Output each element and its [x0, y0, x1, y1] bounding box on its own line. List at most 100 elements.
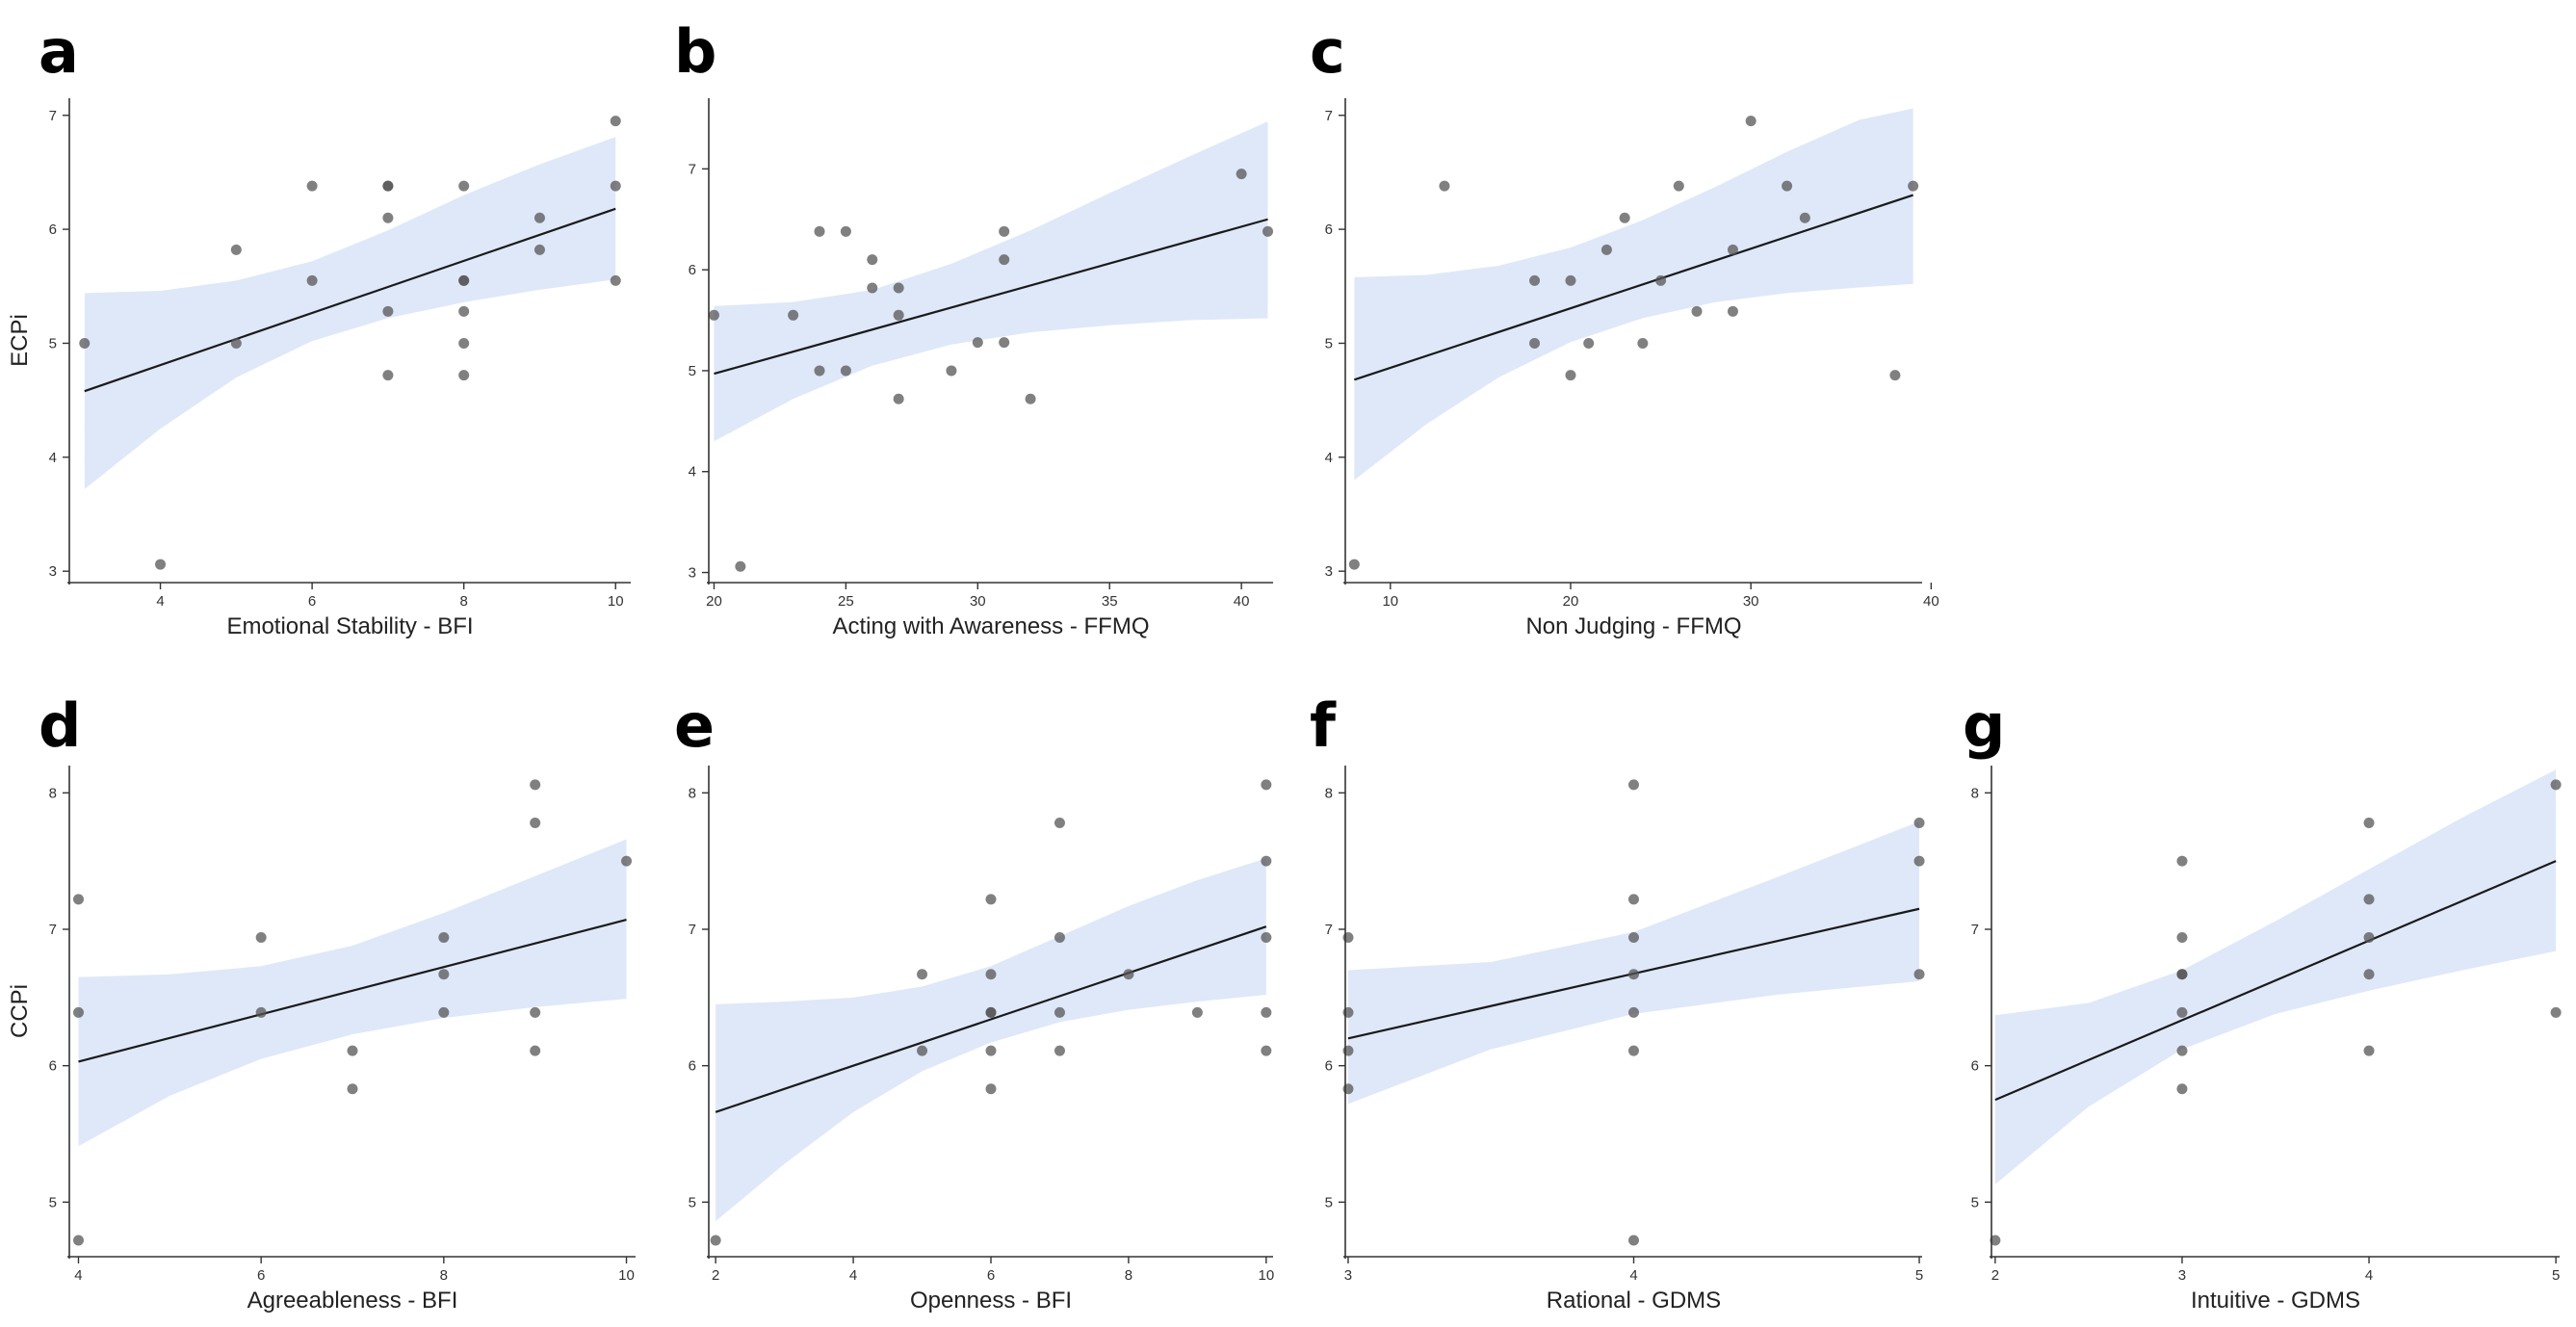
data-point	[972, 337, 983, 349]
data-point	[917, 969, 928, 980]
data-point	[458, 305, 470, 317]
confidence-band	[1347, 821, 1920, 1105]
data-point	[1054, 818, 1065, 828]
y-tick-label: 7	[689, 161, 696, 177]
data-point	[155, 559, 167, 570]
data-point	[1529, 274, 1541, 286]
data-point	[2363, 1045, 2375, 1056]
data-point	[2363, 894, 2375, 905]
x-tick-label: 25	[838, 593, 854, 610]
x-tick-label: 8	[460, 593, 468, 610]
data-point	[1261, 1006, 1272, 1018]
regression-line	[1994, 860, 2557, 1102]
data-point	[1236, 169, 1247, 180]
panel-letter-a: a	[39, 16, 79, 87]
data-point	[382, 180, 394, 192]
data-point	[72, 1235, 84, 1246]
confidence-band	[716, 858, 1266, 1222]
y-tick-label: 4	[689, 464, 696, 481]
data-point	[1628, 1006, 1639, 1018]
data-point	[1913, 818, 1925, 828]
data-point	[1342, 1083, 1354, 1095]
panel-letter-d: d	[39, 690, 81, 761]
panel-letter-c: c	[1310, 16, 1345, 87]
data-point	[1637, 337, 1649, 349]
data-point	[1529, 337, 1541, 349]
data-point	[1889, 370, 1901, 381]
data-point	[72, 1006, 84, 1018]
data-point	[230, 337, 242, 349]
data-point	[2363, 932, 2375, 943]
data-point	[438, 1006, 450, 1018]
x-tick-label: 5	[1915, 1267, 1923, 1284]
x-tick-label: 10	[618, 1267, 635, 1284]
regression-line	[714, 218, 1268, 376]
data-point	[530, 779, 541, 791]
data-point	[530, 818, 541, 828]
panel-b: b 20 25 30 35 40 3 4 5 6 7 Acting with Awareness - …	[674, 16, 1274, 639]
data-point	[382, 212, 394, 223]
y-tick-label: 5	[1325, 1194, 1333, 1210]
data-point	[1655, 274, 1667, 286]
data-point	[893, 282, 904, 294]
y-tick-label: 7	[1325, 108, 1333, 124]
data-point	[230, 244, 242, 255]
panel-letter-g: g	[1963, 690, 2005, 761]
data-point	[1342, 1045, 1354, 1056]
data-point	[708, 309, 719, 321]
data-point	[1261, 932, 1272, 943]
data-point	[438, 932, 450, 943]
x-tick-label: 6	[257, 1267, 265, 1284]
data-point	[1054, 1006, 1065, 1018]
data-point	[2176, 1045, 2188, 1056]
x-tick-label: 3	[2178, 1267, 2186, 1284]
y-tick-label: 7	[1971, 922, 1979, 938]
y-tick-label: 8	[1325, 785, 1333, 801]
data-point	[2550, 1006, 2562, 1018]
y-tick-label: 8	[1971, 785, 1979, 801]
y-tick-label: 8	[49, 785, 57, 801]
data-point	[917, 1045, 928, 1056]
data-point	[1583, 337, 1595, 349]
data-point	[1565, 274, 1576, 286]
x-axis-title: Intuitive - GDMS	[2191, 1288, 2360, 1314]
x-tick-label: 6	[308, 593, 316, 610]
data-point	[814, 225, 825, 237]
y-tick-label: 5	[689, 363, 696, 379]
x-tick-label: 4	[849, 1267, 857, 1284]
x-tick-label: 2	[712, 1267, 719, 1284]
data-point	[610, 116, 621, 127]
data-point	[1261, 779, 1272, 791]
confidence-band	[84, 137, 616, 489]
x-axis-title: Non Judging - FFMQ	[1525, 613, 1741, 639]
data-point	[1727, 244, 1738, 255]
panel-f: f 3 4 5 5 6 7 8 Rational - GDMS	[1310, 690, 1925, 1314]
y-tick-label: 3	[1325, 563, 1333, 580]
data-point	[999, 225, 1010, 237]
data-point	[458, 370, 470, 381]
y-tick-label: 4	[49, 450, 57, 466]
y-tick-label: 6	[689, 1058, 696, 1075]
data-point	[2176, 932, 2188, 943]
x-tick-label: 3	[1344, 1267, 1352, 1284]
data-point	[1908, 180, 1919, 192]
x-tick-label: 4	[156, 593, 164, 610]
data-point	[985, 1045, 997, 1056]
data-point	[1628, 969, 1639, 980]
y-tick-label: 8	[689, 785, 696, 801]
data-point	[2363, 969, 2375, 980]
data-point	[2176, 1083, 2188, 1095]
x-tick-label: 30	[1743, 593, 1759, 610]
confidence-band	[714, 121, 1268, 442]
data-point	[735, 560, 746, 572]
y-tick-label: 5	[1971, 1194, 1979, 1210]
data-point	[1054, 932, 1065, 943]
data-point	[2363, 818, 2375, 828]
data-point	[347, 1045, 358, 1056]
x-axis-title: Agreeableness - BFI	[247, 1288, 458, 1314]
data-point	[1782, 180, 1793, 192]
data-point	[1628, 894, 1639, 905]
data-point	[79, 337, 91, 349]
x-axis-title: Acting with Awareness - FFMQ	[833, 613, 1150, 639]
